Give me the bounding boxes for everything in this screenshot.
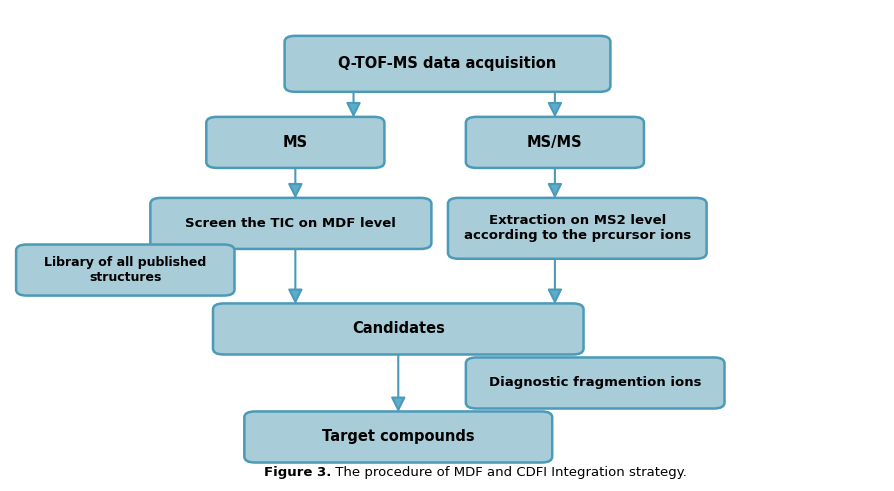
FancyBboxPatch shape — [284, 36, 610, 92]
Text: Candidates: Candidates — [351, 322, 444, 336]
FancyBboxPatch shape — [150, 198, 431, 249]
Text: MS/MS: MS/MS — [527, 135, 582, 150]
FancyBboxPatch shape — [465, 357, 724, 409]
FancyBboxPatch shape — [244, 411, 552, 463]
FancyBboxPatch shape — [465, 117, 643, 168]
Text: Library of all published
structures: Library of all published structures — [44, 256, 207, 284]
Text: Extraction on MS2 level
according to the prcursor ions: Extraction on MS2 level according to the… — [463, 214, 690, 243]
FancyBboxPatch shape — [206, 117, 384, 168]
Text: MS: MS — [283, 135, 308, 150]
Text: Q-TOF-MS data acquisition: Q-TOF-MS data acquisition — [338, 56, 556, 71]
Text: The procedure of MDF and CDFI Integration strategy.: The procedure of MDF and CDFI Integratio… — [331, 466, 687, 479]
Text: Screen the TIC on MDF level: Screen the TIC on MDF level — [185, 217, 396, 230]
FancyBboxPatch shape — [447, 198, 705, 259]
Text: Figure 3.: Figure 3. — [264, 466, 331, 479]
FancyBboxPatch shape — [213, 303, 583, 355]
Text: Target compounds: Target compounds — [322, 430, 474, 444]
Text: Diagnostic fragmention ions: Diagnostic fragmention ions — [488, 377, 701, 389]
FancyBboxPatch shape — [16, 245, 234, 296]
